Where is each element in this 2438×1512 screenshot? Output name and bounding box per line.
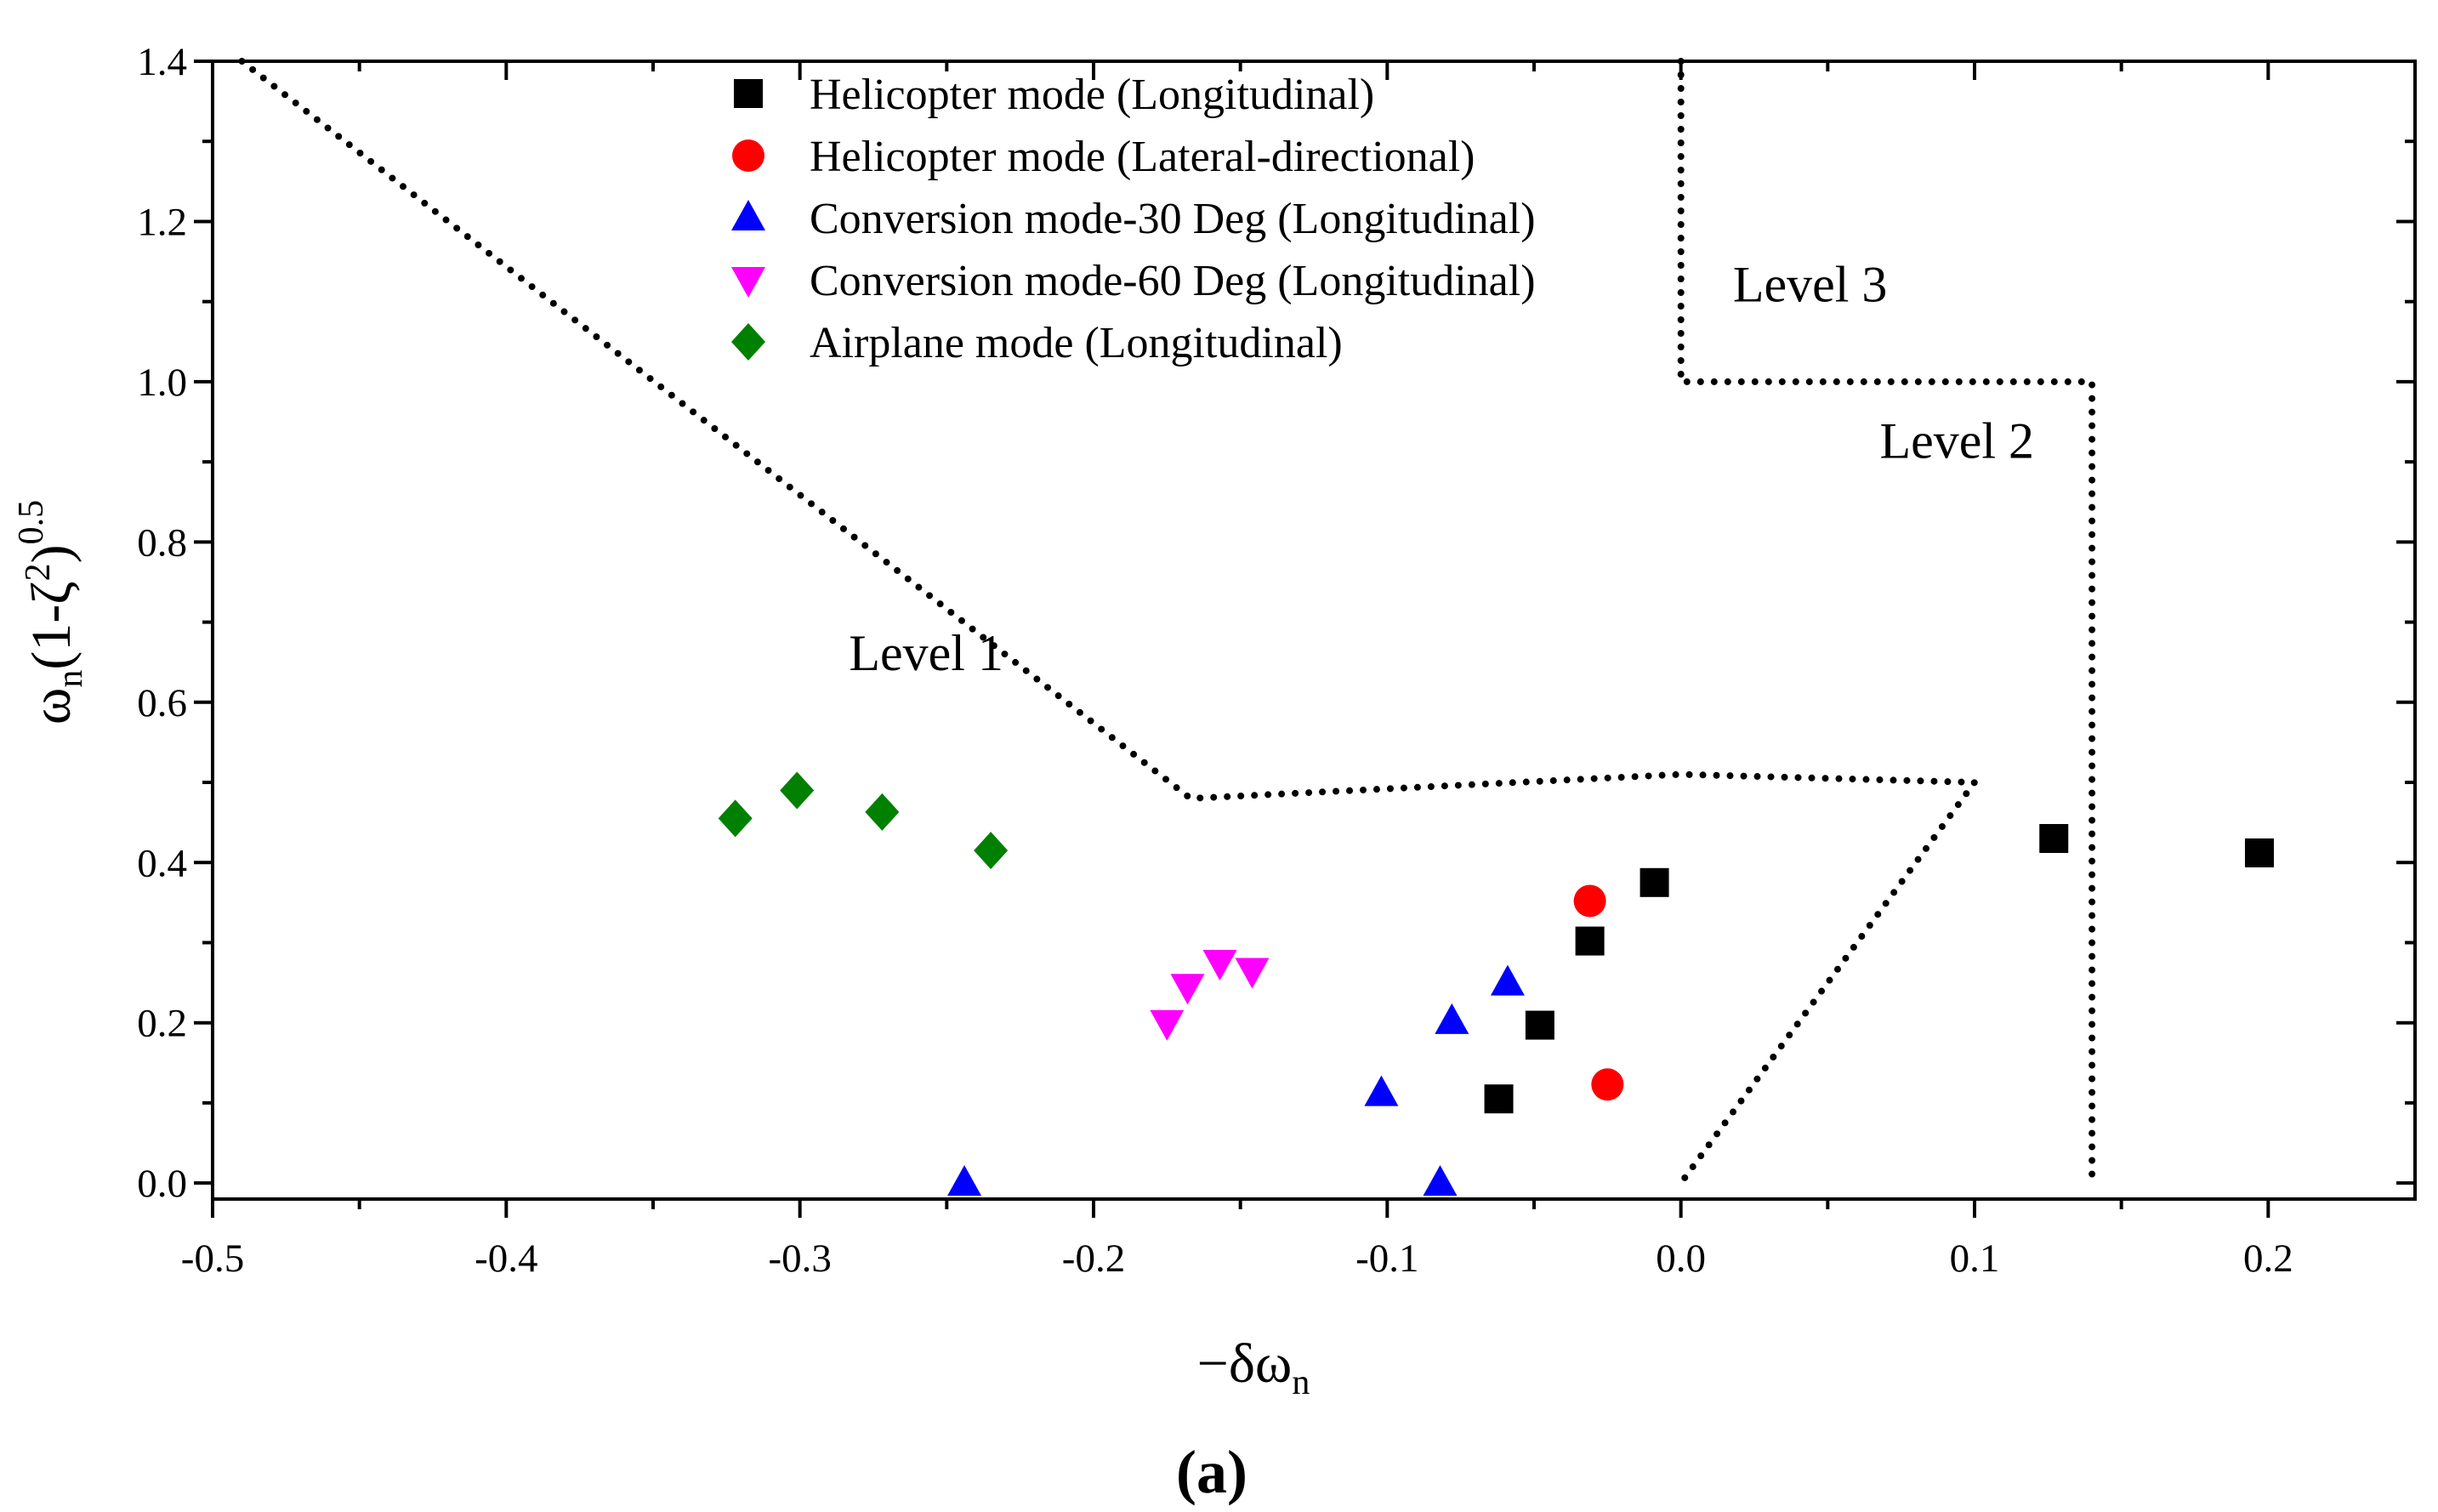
y-axis-label: ωn(1-ζ2)0.5 [12, 500, 90, 725]
legend-marker-triangle-down [731, 267, 765, 298]
y-axis: 0.0 0.2 0.4 0.6 0.8 1.0 1.2 1.4 [137, 40, 2415, 1206]
data-point-square [1575, 926, 1605, 956]
legend-label: Helicopter mode (Longitudinal) [810, 71, 1374, 119]
level-2-boundary [1677, 58, 2096, 1187]
level-1-boundary [238, 58, 1981, 1187]
data-point-triangle-up [947, 1165, 982, 1197]
x-tick-label: -0.3 [768, 1236, 831, 1281]
figure-caption: (a) [1176, 1438, 1247, 1506]
region-labels: Level 1 Level 3 Level 2 [849, 257, 2034, 681]
level-1-label: Level 1 [849, 625, 1003, 681]
plot-area-frame [211, 60, 2417, 1201]
x-axis-label: −δωn [1197, 1333, 1310, 1402]
data-point-circle [1591, 1068, 1624, 1101]
y-tick-label: 0.6 [137, 681, 187, 725]
legend-marker-square [734, 79, 763, 108]
level-3-label: Level 3 [1733, 257, 1888, 313]
data-point-square [1640, 867, 1669, 897]
y-tick-label: 0.4 [137, 841, 187, 885]
data-point-diamond [718, 799, 753, 838]
legend-label: Conversion mode-30 Deg (Longitudinal) [810, 195, 1536, 243]
data-point-triangle-down [1235, 958, 1270, 989]
data-point-diamond [780, 771, 815, 810]
x-tick-label: -0.1 [1355, 1236, 1418, 1281]
y-tick-label: 0.0 [137, 1162, 187, 1206]
y-tick-label: 1.2 [137, 200, 187, 244]
data-point-square [1525, 1010, 1554, 1040]
y-tick-label: 0.2 [137, 1002, 187, 1046]
legend: Helicopter mode (Longitudinal) Helicopter… [731, 71, 1536, 367]
legend-marker-triangle-up [731, 200, 765, 230]
x-tick-label: -0.2 [1062, 1236, 1125, 1281]
data-point-triangle-up [1435, 1003, 1469, 1034]
legend-label: Conversion mode-60 Deg (Longitudinal) [810, 257, 1536, 305]
region-boundaries [238, 58, 2096, 1187]
data-point-diamond [865, 793, 900, 831]
x-tick-label: -0.4 [475, 1236, 537, 1281]
data-point-triangle-up [1490, 964, 1525, 996]
y-tick-label: 1.0 [137, 361, 187, 405]
data-point-square [2039, 823, 2069, 853]
data-point-diamond [974, 832, 1009, 870]
x-tick-label: 0.0 [1656, 1236, 1706, 1281]
y-tick-label: 0.8 [137, 520, 187, 565]
data-point-triangle-up [1423, 1165, 1458, 1197]
x-tick-label: 0.2 [2243, 1236, 2293, 1281]
x-tick-label: 0.1 [1950, 1236, 2000, 1281]
legend-label: Airplane mode (Longitudinal) [810, 319, 1343, 367]
legend-marker-diamond [731, 323, 765, 361]
x-axis: -0.5 -0.4 -0.3 -0.2 -0.1 0.0 0.1 0.2 [181, 61, 2293, 1281]
legend-label: Helicopter mode (Lateral-directional) [810, 133, 1475, 181]
data-point-square [1484, 1084, 1514, 1114]
data-point-triangle-down [1150, 1009, 1185, 1041]
data-point-triangle-down [1170, 974, 1205, 1005]
x-tick-label: -0.5 [181, 1236, 244, 1281]
data-point-circle [1573, 884, 1606, 918]
data-point-triangle-up [1364, 1075, 1399, 1106]
level-2-label: Level 2 [1879, 412, 2034, 469]
y-tick-label: 1.4 [137, 40, 187, 84]
data-point-square [2244, 838, 2274, 867]
data-point-triangle-down [1202, 950, 1237, 981]
legend-marker-circle [732, 139, 764, 172]
data-points [718, 771, 2274, 1197]
